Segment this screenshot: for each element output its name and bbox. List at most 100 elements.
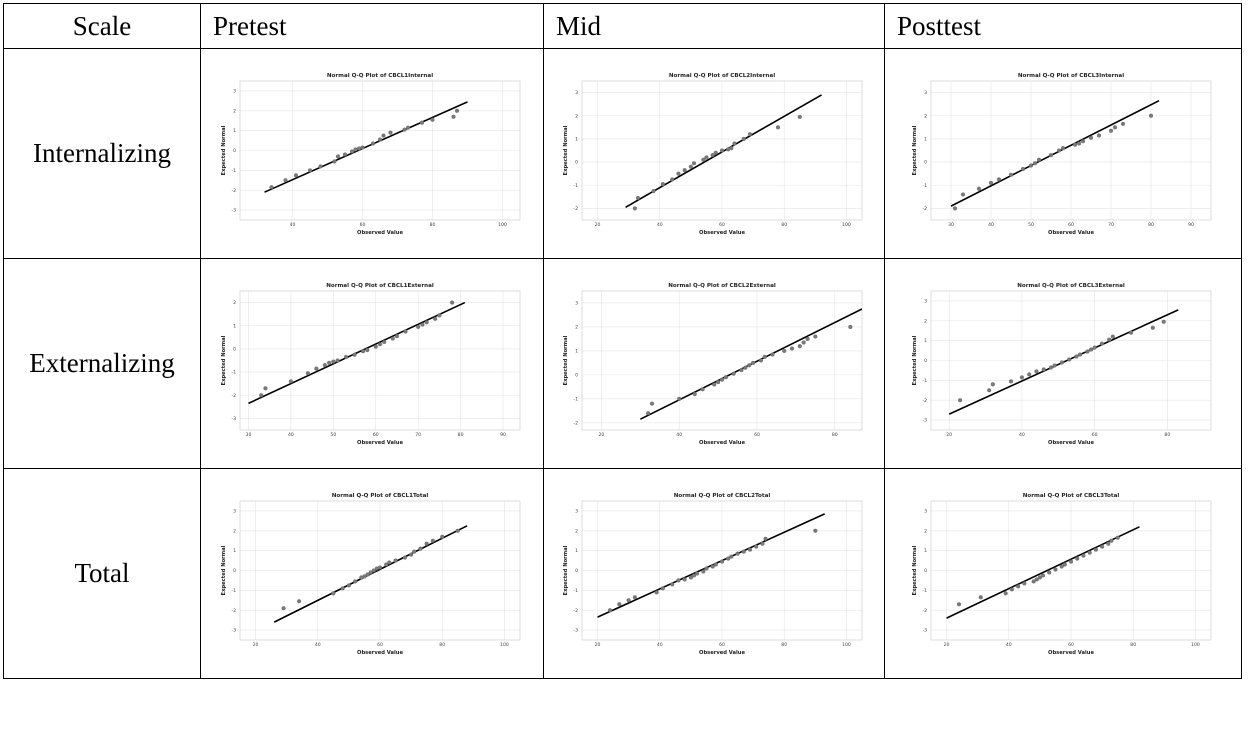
data-point xyxy=(719,559,725,564)
header-mid: Mid xyxy=(543,3,885,49)
y-tick-label: 0 xyxy=(575,372,578,378)
header-posttest: Posttest xyxy=(884,3,1242,49)
data-point xyxy=(1074,353,1079,359)
data-point xyxy=(1034,368,1039,373)
x-tick-label: 20 xyxy=(944,642,950,648)
data-point xyxy=(402,555,407,560)
data-point xyxy=(371,567,376,573)
data-point xyxy=(1031,578,1036,583)
plot-frame xyxy=(239,290,521,430)
data-point xyxy=(952,205,958,210)
qq-plot-cbcl1-external: -3 -2 -1 0 1 2 30 40 50 60 70 80 90 Normal Q-Q Plot o… xyxy=(221,283,521,446)
data-point xyxy=(1019,374,1024,379)
data-point xyxy=(346,582,351,587)
data-point xyxy=(440,534,445,539)
data-point xyxy=(719,377,725,382)
y-tick-label: 2 xyxy=(924,113,927,119)
data-point xyxy=(451,114,456,119)
y-tick-label: 0 xyxy=(924,358,927,364)
y-axis-label: Expected Normal xyxy=(912,545,918,595)
y-tick-label: -2 xyxy=(573,420,578,426)
y-tick-label: -1 xyxy=(573,396,578,402)
y-tick-label: 1 xyxy=(924,136,927,142)
y-tick-label: 2 xyxy=(575,324,578,330)
x-axis-label: Observed Value xyxy=(699,230,745,236)
data-point xyxy=(1150,325,1155,330)
data-point xyxy=(1112,124,1118,129)
data-point xyxy=(381,133,386,138)
y-tick-label: 1 xyxy=(924,338,927,344)
x-tick-label: 100 xyxy=(498,222,507,228)
plot-cell-pre-total: -3 -2 -1 0 1 2 3 20 40 60 80 100 Normal Q-Q Plot of … xyxy=(200,468,544,679)
data-point xyxy=(754,544,759,549)
y-tick-label: 3 xyxy=(575,90,578,96)
y-tick-label: 0 xyxy=(575,159,578,165)
y-tick-label: 3 xyxy=(924,508,927,514)
scale-label-externalizing: Externalizing xyxy=(3,258,201,469)
data-point xyxy=(353,146,358,152)
data-point xyxy=(987,387,992,392)
x-tick-label: 20 xyxy=(595,642,601,648)
y-tick-label: -1 xyxy=(922,377,927,383)
y-axis-label: Expected Normal xyxy=(912,125,918,175)
data-point xyxy=(1037,574,1042,579)
data-point xyxy=(1056,147,1062,153)
data-point xyxy=(713,150,718,155)
chart-title: Normal Q-Q Plot of CBCL2External xyxy=(668,283,776,289)
x-tick-label: 80 xyxy=(832,432,838,438)
data-point xyxy=(682,167,687,172)
data-point xyxy=(437,312,442,317)
data-point xyxy=(700,386,705,391)
data-point xyxy=(1020,166,1026,171)
data-point xyxy=(670,581,675,586)
plot-frame xyxy=(930,500,1212,640)
x-axis-label: Observed Value xyxy=(357,230,403,236)
data-point xyxy=(1107,337,1112,342)
reference-line xyxy=(639,307,862,420)
y-tick-label: 1 xyxy=(575,548,578,554)
data-point xyxy=(455,528,460,533)
header-row: Scale Pretest Mid Posttest xyxy=(3,3,1242,49)
data-point xyxy=(1041,366,1046,371)
x-tick-label: 80 xyxy=(781,642,787,648)
data-point xyxy=(1059,563,1064,569)
x-tick-label: 60 xyxy=(719,222,725,228)
data-point xyxy=(1028,163,1034,168)
data-point xyxy=(377,137,383,142)
chart-title: Normal Q-Q Plot of CBCL2Internal xyxy=(669,73,775,79)
data-point xyxy=(1148,113,1154,118)
reference-line xyxy=(264,100,468,193)
x-tick-label: 100 xyxy=(842,222,851,228)
data-point xyxy=(660,585,665,590)
data-point xyxy=(676,171,681,176)
data-point xyxy=(1110,334,1115,339)
data-point xyxy=(1072,142,1078,147)
data-point xyxy=(1040,572,1046,578)
data-point xyxy=(360,348,366,353)
data-point xyxy=(430,538,435,543)
data-point xyxy=(760,541,765,546)
data-point xyxy=(360,144,365,150)
data-point xyxy=(388,130,393,135)
data-point xyxy=(1059,359,1064,365)
data-point xyxy=(735,551,740,556)
y-axis-label: Expected Normal xyxy=(912,335,918,385)
data-point xyxy=(424,541,429,546)
plot-cell-pre-external: -3 -2 -1 0 1 2 30 40 50 60 70 80 90 Normal Q-Q Plot o… xyxy=(200,258,544,469)
plot-cell-mid-external: -2 -1 0 1 2 3 20 40 60 80 Normal Q-Q Plot of CBCL2… xyxy=(543,258,885,469)
data-point xyxy=(704,565,709,571)
qq-plot-cbcl3-total: -3 -2 -1 0 1 2 3 20 40 60 80 100 Normal Q-Q Plot of … xyxy=(912,493,1212,656)
x-axis-label: Observed Value xyxy=(699,440,745,446)
y-tick-label: -1 xyxy=(573,587,578,593)
plot-frame xyxy=(930,80,1212,220)
y-tick-label: 0 xyxy=(233,346,236,352)
plot-frame xyxy=(581,500,863,640)
y-axis-label: Expected Normal xyxy=(563,545,569,595)
data-point xyxy=(344,354,349,359)
data-point xyxy=(726,556,731,561)
y-tick-label: 3 xyxy=(233,88,236,94)
plot-cell-post-external: -3 -2 -1 0 1 2 3 20 40 60 80 Normal Q-Q Plot of CBC… xyxy=(884,258,1242,469)
data-point xyxy=(848,324,853,329)
x-tick-label: 70 xyxy=(415,432,421,438)
data-point xyxy=(377,564,383,570)
